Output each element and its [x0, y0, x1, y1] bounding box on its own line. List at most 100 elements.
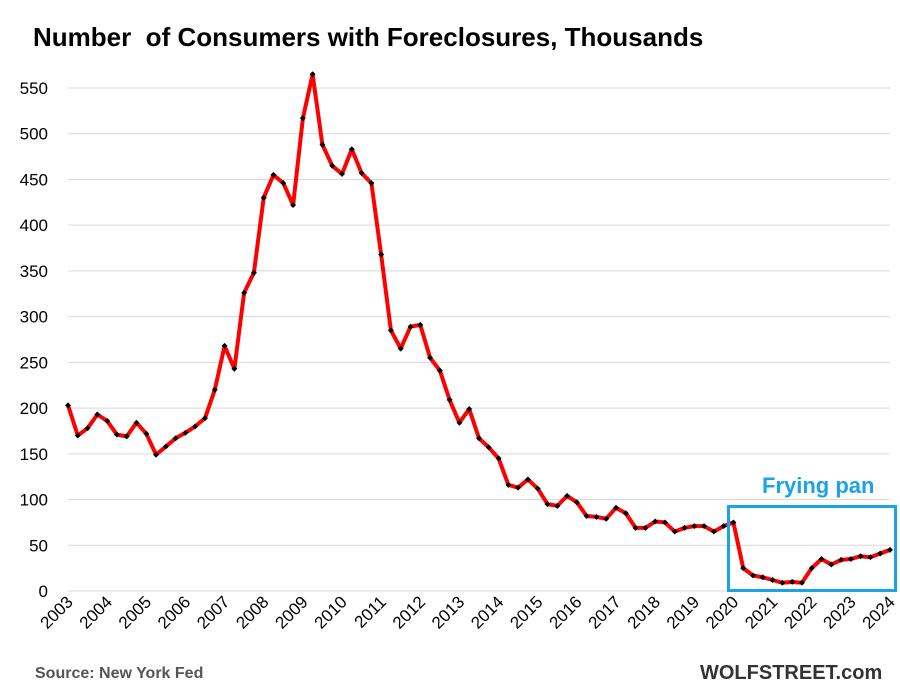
x-tick-label: 2021	[741, 592, 781, 632]
data-point	[877, 550, 884, 557]
y-tick-label: 0	[39, 582, 48, 601]
data-point	[476, 435, 482, 442]
data-point	[564, 492, 571, 499]
y-tick-label: 450	[20, 170, 48, 189]
data-point	[427, 354, 434, 361]
data-point	[701, 523, 708, 530]
data-point	[211, 386, 218, 393]
data-point	[642, 524, 649, 531]
x-tick-label: 2009	[272, 592, 312, 632]
x-tick-label: 2023	[820, 592, 860, 632]
x-tick-label: 2012	[389, 592, 429, 632]
data-point	[397, 345, 404, 352]
data-point	[808, 565, 815, 572]
y-tick-label: 150	[20, 445, 48, 464]
x-tick-label: 2005	[115, 592, 155, 632]
x-tick-label: 2020	[702, 592, 742, 632]
data-point	[887, 546, 893, 553]
x-tick-label: 2011	[351, 592, 390, 631]
data-point	[622, 510, 629, 517]
data-point	[779, 579, 786, 586]
data-point	[358, 170, 365, 177]
y-tick-label: 400	[20, 216, 48, 235]
x-tick-label: 2010	[311, 592, 351, 632]
x-tick-label: 2004	[76, 592, 116, 632]
data-point	[241, 289, 248, 296]
data-point	[740, 565, 747, 572]
x-tick-label: 2024	[859, 592, 899, 632]
y-tick-label: 550	[20, 79, 48, 98]
data-point	[280, 180, 287, 187]
data-point	[348, 146, 355, 153]
x-tick-label: 2018	[624, 592, 664, 632]
data-point	[750, 572, 756, 579]
data-point	[632, 524, 639, 531]
y-tick-label: 250	[20, 353, 48, 372]
data-point	[299, 115, 306, 122]
x-tick-label: 2019	[663, 592, 703, 632]
data-point	[544, 501, 551, 508]
data-point	[554, 502, 561, 509]
data-point	[172, 435, 179, 442]
x-tick-label: 2017	[585, 592, 625, 632]
chart-title: Number of Consumers with Foreclosures, T…	[33, 22, 704, 52]
data-point	[153, 451, 160, 458]
x-tick-label: 2016	[546, 592, 586, 632]
gridlines	[68, 87, 890, 592]
data-point	[613, 504, 619, 511]
frying-pan-label: Frying pan	[762, 473, 875, 498]
x-tick-label: 2015	[506, 592, 546, 632]
data-point	[759, 574, 766, 581]
data-point	[681, 524, 688, 531]
data-point	[270, 171, 277, 178]
x-tick-label: 2014	[467, 592, 507, 632]
data-point	[505, 481, 512, 488]
data-point	[573, 499, 580, 506]
data-point	[661, 519, 668, 526]
data-point	[798, 579, 805, 586]
data-point	[769, 577, 776, 583]
y-tick-label: 50	[29, 536, 48, 555]
data-point	[847, 556, 854, 562]
y-axis-tick-labels: 0 50 100 150 200 250 300 350 400 450 500 550	[20, 79, 48, 601]
y-tick-label: 350	[20, 262, 48, 281]
data-point	[730, 519, 737, 526]
data-point	[309, 71, 316, 78]
frying-pan-box	[727, 505, 897, 592]
data-point	[838, 556, 845, 563]
data-point	[466, 406, 473, 412]
data-point	[368, 180, 375, 187]
x-tick-label: 2008	[232, 592, 272, 632]
x-tick-label: 2007	[193, 592, 233, 632]
data-point	[593, 513, 600, 520]
x-tick-label: 2022	[780, 592, 820, 632]
data-point	[818, 556, 825, 562]
series-foreclosures	[65, 71, 893, 586]
y-tick-label: 300	[20, 308, 48, 327]
data-point	[583, 513, 590, 519]
source-note: Source: New York Fed	[35, 665, 204, 682]
data-point	[436, 367, 443, 374]
y-tick-label: 100	[20, 491, 48, 510]
x-tick-label: 2013	[428, 592, 468, 632]
data-point	[671, 528, 678, 535]
data-point	[123, 433, 130, 440]
data-point	[789, 578, 796, 585]
brand-label: WOLFSTREET.com	[700, 662, 883, 684]
data-point	[417, 321, 424, 328]
y-tick-label: 500	[20, 125, 48, 144]
data-point	[857, 553, 864, 560]
data-point	[231, 365, 238, 372]
x-tick-label: 2006	[154, 592, 194, 632]
data-point	[652, 518, 659, 525]
data-point	[221, 342, 228, 349]
data-point	[691, 523, 698, 530]
y-tick-label: 200	[20, 399, 48, 418]
data-point	[720, 523, 727, 530]
data-point	[603, 515, 610, 522]
data-point	[867, 554, 874, 561]
data-point	[192, 423, 199, 430]
data-point	[710, 528, 717, 535]
